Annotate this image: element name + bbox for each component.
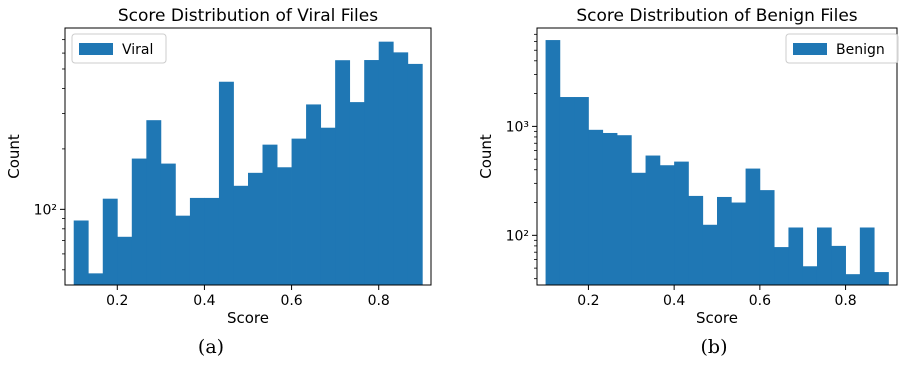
- histogram-bar: [262, 144, 278, 285]
- y-tick-label: 10³: [506, 119, 529, 135]
- histogram-bar: [774, 247, 789, 285]
- histogram-bar: [204, 197, 220, 285]
- histogram-bar: [659, 165, 675, 285]
- x-tick-label: 0.2: [577, 293, 599, 309]
- histogram-bar: [559, 97, 575, 285]
- x-tick-label: 0.6: [749, 293, 771, 309]
- x-tick-label: 0.8: [368, 293, 390, 309]
- histogram-bar: [248, 172, 263, 285]
- chart-title: Score Distribution of Viral Files: [118, 6, 378, 26]
- legend-swatch: [793, 43, 827, 55]
- histogram-bar: [88, 273, 104, 285]
- y-axis-label: Count: [5, 134, 23, 179]
- x-axis-label: Score: [227, 309, 269, 327]
- histogram-bar: [117, 236, 133, 285]
- histogram-bar: [277, 167, 292, 285]
- caption-b: (b): [700, 336, 728, 358]
- histogram-bar: [588, 129, 604, 285]
- histogram-bar: [233, 185, 249, 285]
- plot-frame: [64, 27, 432, 286]
- histogram-bar: [378, 41, 394, 286]
- chart-viral: 0.2 0.4 0.6 0.8 10² Score Distribution of Vir…: [5, 6, 432, 327]
- histogram-bar: [816, 227, 832, 285]
- y-tick-label: 10²: [34, 202, 57, 218]
- legend-box: [71, 33, 167, 64]
- histogram-bar: [306, 104, 322, 286]
- legend: Viral: [71, 33, 167, 64]
- histogram-bar: [131, 158, 147, 285]
- plot-frame: [536, 27, 898, 286]
- histogram-bar: [73, 220, 89, 285]
- histogram-bar: [645, 155, 661, 285]
- histogram-bar: [545, 40, 561, 285]
- legend: Benign: [785, 33, 899, 64]
- histogram-bar: [335, 60, 351, 285]
- histogram-bar: [218, 81, 234, 285]
- legend-box: [785, 33, 899, 64]
- histogram-bar: [702, 224, 718, 285]
- x-tick-label: 0.2: [106, 293, 128, 309]
- histogram-bar: [802, 266, 818, 285]
- legend-label: Benign: [836, 42, 885, 58]
- histogram-bar: [631, 172, 646, 285]
- caption-a: (a): [197, 336, 225, 358]
- x-tick-label: 0.8: [834, 293, 856, 309]
- histogram-bar: [717, 196, 732, 285]
- histogram-bar: [160, 163, 176, 285]
- histogram-bar: [745, 168, 761, 285]
- histogram-bar: [393, 52, 409, 285]
- histogram-bar: [407, 63, 423, 286]
- histogram-bar: [102, 198, 118, 285]
- histogram-bar: [291, 138, 307, 285]
- histogram-bar: [175, 215, 191, 285]
- histogram-bar: [574, 97, 589, 285]
- histogram-bar: [617, 135, 632, 285]
- y-tick-label: 10²: [506, 228, 529, 244]
- legend-label: Viral: [122, 42, 153, 58]
- histogram-bar: [688, 195, 704, 285]
- histogram-bar: [320, 127, 336, 285]
- histogram-bar: [788, 227, 804, 285]
- histogram-bar: [859, 227, 875, 285]
- x-tick-label: 0.4: [663, 293, 685, 309]
- x-axis-label: Score: [696, 309, 738, 327]
- histogram-bar: [349, 102, 365, 286]
- x-tick-label: 0.6: [280, 293, 302, 309]
- histogram-bar: [602, 132, 618, 285]
- histogram-bar: [874, 272, 889, 285]
- histogram-bar: [845, 274, 861, 285]
- histogram-bar: [831, 245, 846, 285]
- x-tick-label: 0.4: [193, 293, 215, 309]
- histogram-bar: [189, 197, 205, 285]
- histogram-bar: [731, 202, 746, 285]
- chart-title: Score Distribution of Benign Files: [576, 6, 857, 26]
- histogram-bar: [146, 120, 162, 285]
- y-axis-label: Count: [477, 134, 495, 179]
- histogram-bar: [674, 161, 689, 285]
- chart-benign: 0.2 0.4 0.6 0.8 10² 10³ Score Distribution of …: [477, 6, 899, 327]
- legend-swatch: [79, 43, 113, 55]
- histogram-bar: [364, 60, 380, 285]
- histogram-bar: [759, 190, 775, 285]
